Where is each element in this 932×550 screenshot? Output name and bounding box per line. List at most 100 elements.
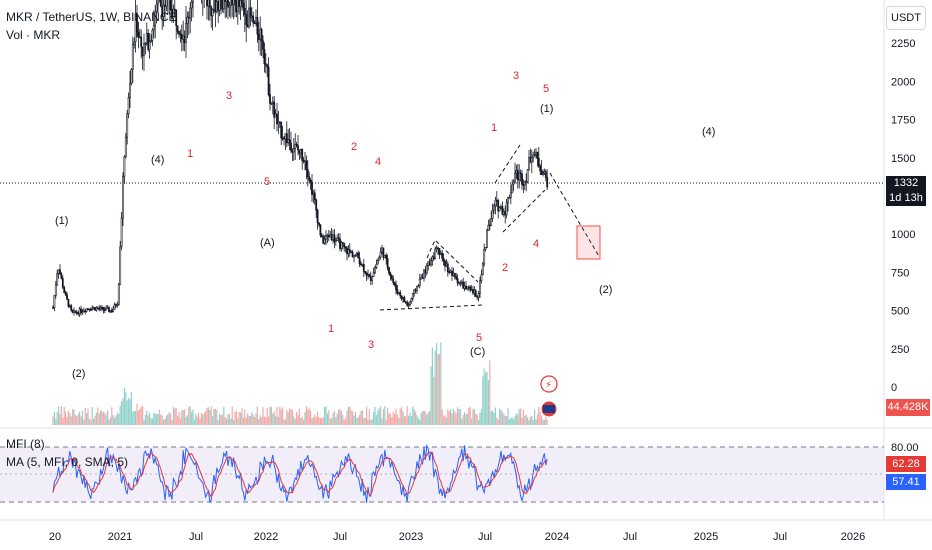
volume-bar: [129, 399, 131, 425]
volume-bar: [205, 411, 207, 425]
candle-body: [383, 255, 386, 258]
volume-bar: [352, 411, 354, 425]
volume-bar: [524, 415, 526, 425]
volume-bar: [168, 411, 170, 425]
candle-body: [539, 165, 542, 172]
candle-body: [143, 43, 145, 57]
volume-bar: [188, 406, 190, 425]
candle-body: [452, 272, 455, 276]
volume-bar: [119, 405, 121, 425]
volume-bar: [146, 410, 148, 425]
volume-bar: [203, 412, 205, 425]
candle-body: [402, 297, 404, 300]
candle-body: [266, 64, 269, 68]
candle-body: [508, 197, 511, 199]
volume-bar: [69, 413, 71, 425]
price-axis: 225020001750150012501000750500250080.00: [891, 38, 919, 454]
volume-bar: [235, 411, 237, 425]
volume-bar: [321, 417, 323, 425]
volume-title[interactable]: Vol · MKR: [6, 28, 61, 42]
volume-bar: [93, 418, 95, 425]
volume-bar: [254, 417, 256, 425]
volume-bar: [457, 407, 459, 425]
mfi-title[interactable]: MFI (8): [6, 437, 45, 451]
flag-icon: [543, 405, 555, 413]
x-tick-label: 20: [49, 531, 61, 543]
candle-body: [374, 267, 376, 274]
candle-body: [127, 97, 130, 114]
candle-body: [138, 36, 141, 39]
candle-body: [330, 234, 333, 241]
candle-body: [208, 0, 211, 8]
candle-body: [213, 0, 215, 10]
volume-bar: [202, 414, 204, 425]
candle-body: [470, 289, 473, 291]
candle-body: [124, 136, 127, 158]
candle-body: [269, 94, 271, 104]
candle-body: [542, 173, 544, 176]
volume-bar: [305, 406, 307, 425]
volume-bar: [395, 408, 397, 425]
x-tick-label: Jul: [189, 531, 203, 543]
wave-label: 5: [543, 83, 549, 95]
volume-bar: [283, 419, 285, 425]
volume-bar: [459, 408, 461, 425]
rising-wedge-lower: [502, 189, 546, 233]
volume-bar: [370, 419, 372, 425]
candle-body: [242, 2, 245, 9]
candle-body: [234, 0, 236, 1]
volume-bar: [185, 416, 187, 425]
ma-line: [52, 451, 548, 498]
event-flash-icon[interactable]: [540, 375, 558, 393]
volume-bar: [452, 408, 454, 425]
volume-bar: [234, 412, 236, 425]
volume-bar: [471, 418, 473, 425]
volume-bar: [304, 412, 306, 425]
ma-title[interactable]: MA (5, MFI, 0, SMA, 5): [6, 455, 129, 469]
candle-body: [215, 1, 218, 13]
currency-button[interactable]: USDT: [886, 6, 926, 30]
volume-bar: [67, 410, 69, 425]
volume-bar: [363, 417, 365, 425]
volume-bar: [269, 406, 271, 425]
candle-body: [169, 0, 172, 11]
candle-body: [59, 269, 61, 275]
volume-bar: [143, 419, 145, 425]
candle-body: [81, 311, 84, 314]
volume-bar: [241, 408, 243, 425]
candle-body: [288, 139, 291, 144]
candle-body: [460, 281, 463, 284]
volume-bar: [447, 409, 449, 425]
candle-body: [155, 3, 158, 13]
candle-body: [453, 272, 456, 277]
candle-body: [241, 0, 243, 4]
candle-body: [246, 24, 249, 28]
candle-body: [77, 312, 80, 315]
candle-body: [390, 275, 393, 280]
volume-bar: [84, 408, 86, 425]
candle-body: [514, 172, 516, 183]
candle-body: [187, 16, 190, 19]
volume-bar: [361, 409, 363, 425]
candle-body: [427, 261, 430, 267]
wave-label: 4: [533, 238, 539, 250]
symbol-title[interactable]: MKR / TetherUS, 1W, BINANCE: [6, 10, 177, 24]
volume-bar: [154, 413, 156, 425]
candle-body: [350, 251, 353, 254]
volume-bar: [429, 411, 431, 425]
volume-bar: [277, 416, 279, 425]
volume-bar: [256, 406, 258, 425]
candle-body: [431, 256, 434, 261]
volume-bar: [59, 414, 61, 425]
volume-bar: [314, 414, 316, 425]
candle-body: [439, 252, 442, 255]
candle-body: [400, 295, 403, 300]
volume-bar: [494, 407, 496, 425]
candle-body: [354, 254, 357, 257]
candle-body: [511, 183, 514, 194]
candle-body: [120, 217, 123, 248]
volume-bar: [258, 419, 260, 425]
candle-body: [449, 270, 452, 273]
candle-body: [410, 298, 413, 303]
candle-body: [334, 239, 337, 242]
